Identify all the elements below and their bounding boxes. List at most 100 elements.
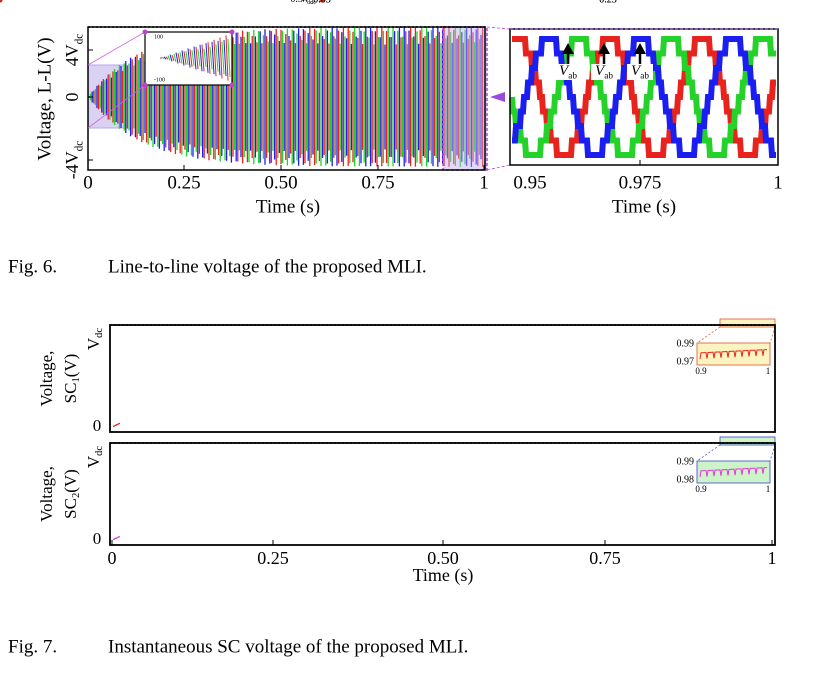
inset-stripe <box>217 40 221 76</box>
zoom-arrow <box>490 92 505 102</box>
inset-stripe <box>205 43 209 73</box>
y-tick-label: 0 <box>93 416 102 435</box>
inset-stripe <box>211 41 215 75</box>
annotation: Vab <box>559 63 577 81</box>
annotation: Vab <box>631 63 649 81</box>
axes-frame <box>109 324 776 433</box>
small-tick-label: 0.9 <box>695 366 707 376</box>
inset-stripe <box>167 55 171 61</box>
y-axis-label: SC2(V) <box>61 469 83 519</box>
x-tick-label: 0.975 <box>619 172 662 193</box>
x-tick-label: 0.25 <box>257 548 289 568</box>
label-sub: dc <box>310 0 316 6</box>
zoom-tick-label: 0.25 <box>599 0 617 5</box>
label-part: V <box>84 337 103 350</box>
inset-stripe <box>175 52 179 64</box>
inset-stripe <box>189 49 193 67</box>
inset-stripe <box>207 42 211 74</box>
label-sub: dc <box>95 446 106 456</box>
label-part: V <box>559 63 570 79</box>
inset-stripe <box>201 44 205 72</box>
y-tick-label: 0 <box>93 529 102 548</box>
label-sub: dc <box>307 0 313 6</box>
annotation-bg <box>591 64 617 80</box>
inset-stripe <box>221 41 225 75</box>
phase-waveform <box>512 36 776 158</box>
x-tick-label: 0.75 <box>361 172 394 193</box>
small-source <box>719 318 776 328</box>
inset-corner <box>229 29 235 35</box>
inset-connector <box>87 31 146 129</box>
inset-stripe <box>195 46 199 70</box>
zoom-tick-label: 0.5Vdc <box>290 0 316 6</box>
x-tick-label: 0.75 <box>589 548 621 568</box>
x-tick-label: 1 <box>479 172 489 193</box>
zoom-tick-label: 0.25 <box>599 0 617 5</box>
label-part: (V) <box>61 354 80 378</box>
zoom-tick-label: 0.05 <box>313 0 331 5</box>
phase-waveform <box>509 36 776 158</box>
arrowhead <box>634 43 646 54</box>
x-axis-label: Time (s) <box>612 196 676 217</box>
label-part: 0 <box>93 529 102 548</box>
label-part: 0.5V <box>290 0 311 5</box>
inset-stripe <box>177 53 181 63</box>
x-tick-label: 0.25 <box>167 172 200 193</box>
annotation-bg <box>627 64 653 80</box>
inset-stripe <box>227 39 231 77</box>
label-sub: dc <box>95 328 106 338</box>
caption-label: Fig. 6. <box>8 256 57 277</box>
inset-stripe <box>199 44 203 72</box>
label-part: V <box>595 63 606 79</box>
arrowhead <box>562 43 574 54</box>
zoom-corner <box>319 0 325 3</box>
small-waveform <box>699 349 768 359</box>
label-part: 4V <box>62 44 82 66</box>
x-tick-label: 0 <box>83 172 93 193</box>
label-part: (V) <box>61 469 80 493</box>
small-tick-label: 0.99 <box>677 338 695 349</box>
sc-voltage <box>112 422 121 428</box>
x-tick-label: 0.50 <box>264 172 297 193</box>
label-sub: dc <box>73 34 85 45</box>
y-tick-label: 4Vdc <box>62 34 85 67</box>
inset-stripe <box>191 50 195 66</box>
inset-stripe <box>187 48 191 68</box>
label-part: V <box>631 63 642 79</box>
label-part: V <box>300 0 308 5</box>
axes-frame <box>109 442 776 546</box>
inset-stripe <box>171 54 175 62</box>
x-tick-label: 1 <box>773 172 783 193</box>
y-axis-label: Voltage, L-L(V) <box>34 37 55 160</box>
inset-stripe <box>173 53 177 63</box>
inset-stripe <box>165 56 169 60</box>
zoom-region <box>442 26 488 171</box>
label-part: V <box>84 455 103 468</box>
small-source <box>719 436 776 446</box>
y-tick-label: 0 <box>62 93 82 102</box>
zoom-tick-label: Vdc <box>300 0 313 6</box>
label-part: SC <box>61 498 80 519</box>
inset-stripe <box>223 39 227 77</box>
inset-stripe <box>197 49 201 67</box>
annotation-bg <box>555 64 581 80</box>
small-tick-label: 0.97 <box>677 356 695 367</box>
caption-label: Fig. 7. <box>8 636 57 657</box>
axes-frame <box>87 26 486 171</box>
small-tick-label: 1 <box>766 366 771 376</box>
axes-frame <box>509 28 779 166</box>
inset-stripe <box>169 54 173 62</box>
y-axis-label: SC1(V) <box>61 354 83 404</box>
inset-stripe <box>161 56 165 60</box>
zoom-corner <box>0 0 3 3</box>
label-part: SC <box>61 383 80 404</box>
inset-stripe <box>219 37 223 79</box>
label-sub: 1 <box>72 377 83 382</box>
x-tick-label: 0.95 <box>513 172 546 193</box>
label-part: 0 <box>62 93 82 102</box>
small-tick-label: 0.9 <box>695 484 707 494</box>
small-connector <box>696 326 776 344</box>
label-sub: 2 <box>72 493 83 498</box>
inset-stripe <box>181 50 185 66</box>
